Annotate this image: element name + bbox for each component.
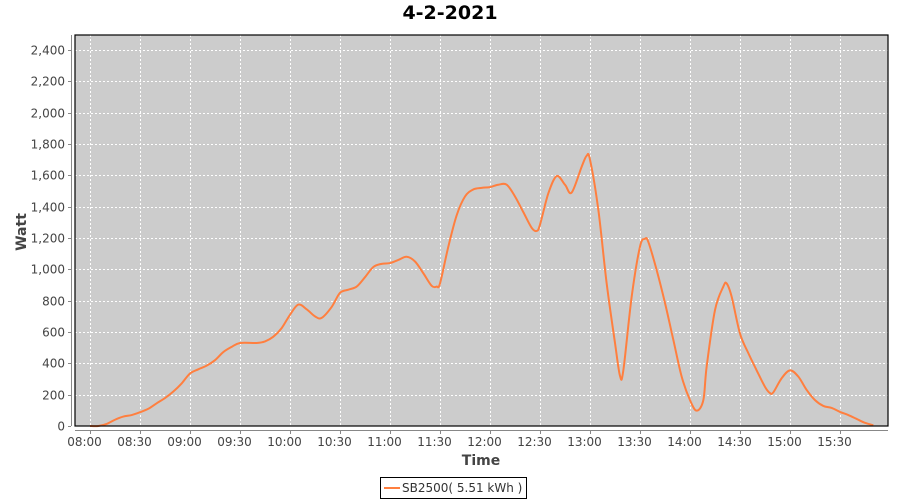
x-tick-label: 10:30 <box>317 435 352 449</box>
y-tick-label: 1,200 <box>31 232 65 246</box>
y-tick-label: 2,200 <box>31 75 65 89</box>
x-tick-label: 09:30 <box>217 435 252 449</box>
plot-border <box>74 34 889 427</box>
y-tick-label: 600 <box>42 326 65 340</box>
y-tick-label: 1,800 <box>31 138 65 152</box>
x-tick-label: 13:00 <box>567 435 602 449</box>
y-tick-label: 1,000 <box>31 263 65 277</box>
x-tick-label: 11:00 <box>367 435 402 449</box>
y-axis-ticks: 0 200 400 600 800 1,000 1,200 1,400 1,600 1,800 2,… <box>31 44 71 434</box>
y-tick-label: 1,600 <box>31 169 65 183</box>
legend-swatch <box>384 487 400 489</box>
legend-label: SB2500( 5.51 kWh ) <box>402 481 523 495</box>
x-tick-label: 08:30 <box>117 435 152 449</box>
x-tick-label: 12:30 <box>517 435 552 449</box>
x-tick-label: 13:30 <box>617 435 652 449</box>
x-tick-label: 12:00 <box>467 435 502 449</box>
chart-title: 4-2-2021 <box>402 2 498 24</box>
y-tick-label: 2,000 <box>31 107 65 121</box>
legend: SB2500( 5.51 kWh ) <box>380 477 528 499</box>
x-tick-label: 14:30 <box>717 435 752 449</box>
x-tick-label: 09:00 <box>167 435 202 449</box>
x-axis-label: Time <box>462 453 500 469</box>
series-line-sb2500 <box>89 152 874 428</box>
y-tick-label: 400 <box>42 357 65 371</box>
x-axis-ticks: 08:00 08:30 09:00 09:30 10:00 10:30 11:00 11:30… <box>67 430 852 449</box>
y-tick-label: 1,400 <box>31 201 65 215</box>
x-tick-label: 08:00 <box>67 435 102 449</box>
x-tick-label: 11:30 <box>417 435 452 449</box>
x-tick-label: 15:30 <box>817 435 852 449</box>
x-tick-label: 10:00 <box>267 435 302 449</box>
y-tick-label: 800 <box>42 295 65 309</box>
y-axis-label: Watt <box>14 213 30 251</box>
plot-area <box>75 35 888 426</box>
y-tick-label: 2,400 <box>31 44 65 58</box>
x-tick-label: 15:00 <box>767 435 802 449</box>
x-tick-label: 14:00 <box>667 435 702 449</box>
y-tick-label: 200 <box>42 389 65 403</box>
y-tick-label: 0 <box>57 420 65 434</box>
